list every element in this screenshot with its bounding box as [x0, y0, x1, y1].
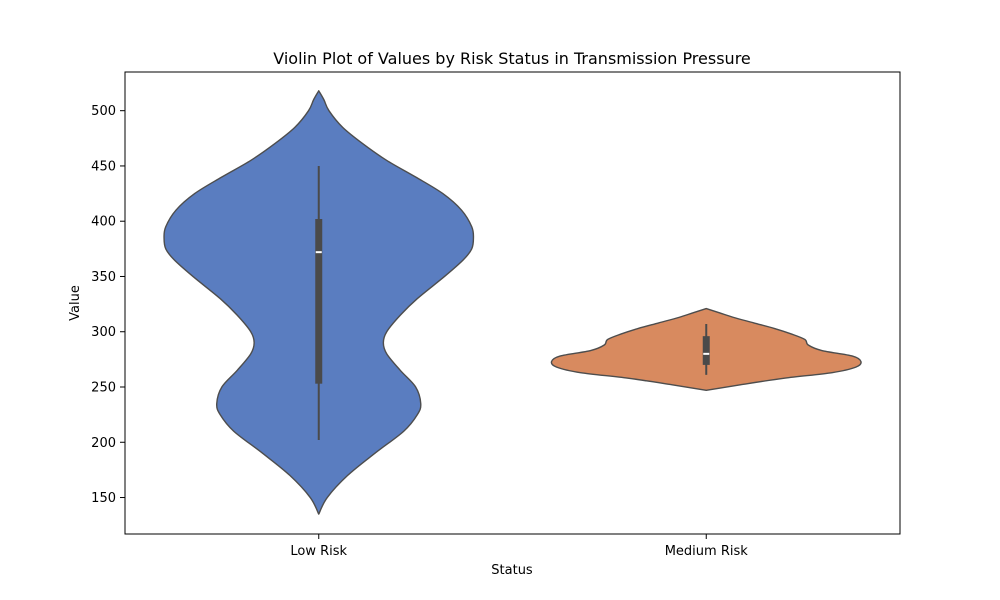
y-tick-label: 250: [91, 381, 116, 396]
chart-title: Violin Plot of Values by Risk Status in …: [273, 49, 751, 68]
y-tick-label: 150: [91, 491, 116, 506]
y-tick-label: 300: [91, 325, 116, 340]
x-tick-label: Medium Risk: [665, 544, 749, 559]
x-axis-title: Status: [491, 563, 533, 578]
x-tick-label: Low Risk: [290, 544, 347, 559]
violin-low-risk: [163, 90, 475, 515]
y-tick-label: 400: [91, 215, 116, 230]
x-axis-ticks: Low Risk Medium Risk: [290, 534, 748, 559]
y-tick-label: 500: [91, 104, 116, 119]
plot-frame: [124, 71, 901, 535]
y-tick-label: 200: [91, 436, 116, 451]
violin-iqr-box: [315, 219, 323, 384]
y-tick-label: 350: [91, 270, 116, 285]
y-tick-label: 450: [91, 159, 116, 174]
violin-medium-risk: [550, 307, 862, 392]
y-axis-title: Value: [68, 285, 83, 321]
y-axis-ticks: 150 200 250 300 350 400 450 500: [91, 104, 125, 506]
violin-iqr-box: [702, 336, 710, 365]
violins-layer: [163, 90, 862, 515]
